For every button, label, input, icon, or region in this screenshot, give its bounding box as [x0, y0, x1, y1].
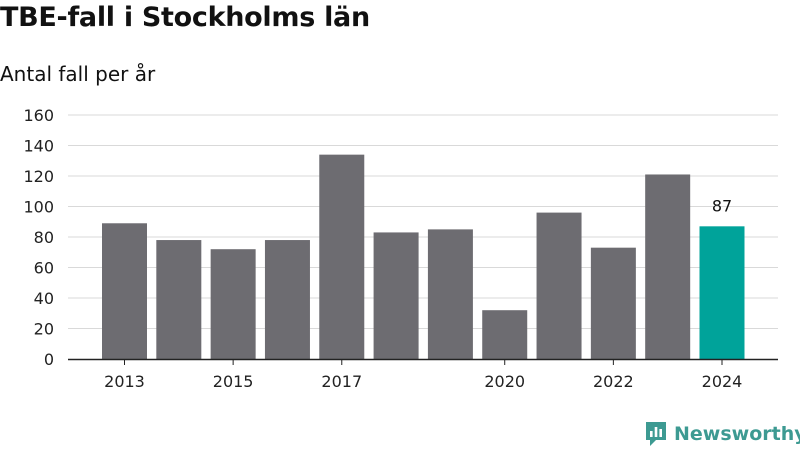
- newsworthy-logo: Newsworthy: [644, 420, 800, 448]
- bar-2017: [319, 154, 365, 359]
- newsworthy-logo-icon: [646, 422, 666, 446]
- y-tick-label: 0: [44, 350, 54, 369]
- y-tick-label: 60: [34, 259, 54, 278]
- x-tick-label: 2024: [702, 372, 743, 391]
- bar-2016: [264, 240, 310, 359]
- y-tick-label: 80: [34, 228, 54, 247]
- x-tick-label: 2020: [484, 372, 525, 391]
- data-label: 87: [712, 196, 732, 215]
- bar-2018: [373, 232, 419, 359]
- x-tick-label: 2022: [593, 372, 634, 391]
- y-tick-label: 160: [23, 106, 54, 125]
- bar-2023: [645, 174, 691, 359]
- y-tick-label: 100: [23, 198, 54, 217]
- bar-2021: [536, 212, 582, 359]
- y-tick-label: 120: [23, 167, 54, 186]
- bar-2020: [482, 310, 528, 359]
- x-tick-label: 2017: [321, 372, 362, 391]
- bar-2019: [427, 229, 473, 359]
- y-tick-label: 40: [34, 289, 54, 308]
- bar-2014: [156, 240, 202, 359]
- x-tick-label: 2013: [104, 372, 145, 391]
- bar-2015: [210, 249, 256, 359]
- bar-2024: [699, 226, 745, 359]
- y-tick-label: 140: [23, 137, 54, 156]
- chart-subtitle: Antal fall per år: [0, 62, 156, 86]
- bar-2013: [102, 223, 147, 359]
- y-tick-label: 20: [34, 320, 54, 339]
- x-tick-label: 2015: [213, 372, 254, 391]
- chart-title: TBE-fall i Stockholms län: [0, 2, 370, 33]
- bar-2022: [590, 247, 636, 359]
- brand-name: Newsworthy: [674, 423, 800, 445]
